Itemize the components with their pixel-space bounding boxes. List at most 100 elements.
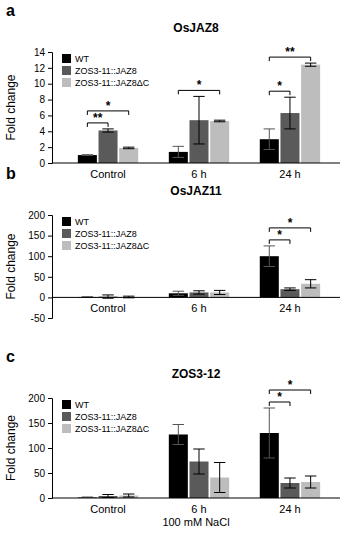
x-tick: Control	[90, 297, 125, 314]
x-axis: Control 6 h 24 h	[52, 498, 340, 515]
y-tick-label: 2	[39, 142, 45, 153]
y-tick-mark	[48, 473, 52, 474]
legend-label: ZOS3-11::JAZ8	[75, 412, 137, 422]
y-tick-mark	[48, 215, 52, 216]
significance-label: **	[93, 111, 103, 125]
y-tick: 12	[34, 63, 52, 74]
error-bar	[123, 494, 134, 497]
y-tick-mark	[48, 236, 52, 237]
error-bar	[284, 478, 295, 488]
x-tick-label: 24 h	[279, 168, 300, 180]
x-axis: Control 6 h 24 h	[52, 163, 340, 180]
significance-label: *	[277, 79, 282, 93]
legend-swatch	[62, 400, 71, 409]
y-tick-label: 150	[28, 230, 45, 241]
x-tick-label: 24 h	[279, 302, 300, 314]
legend-swatch	[62, 66, 71, 75]
y-tick: -50	[31, 313, 52, 324]
x-tick-label: 24 h	[279, 503, 300, 515]
y-tick: 150	[28, 230, 52, 241]
x-tick: 24 h	[279, 297, 300, 314]
y-tick-mark	[48, 297, 52, 298]
y-tick-label: 4	[39, 126, 45, 137]
legend-swatch	[62, 78, 71, 87]
legend-label: ZOS3-11::JAZ8ΔC	[75, 424, 150, 434]
legend-swatch	[62, 424, 71, 433]
panel: aOsJAZ8Fold change02468101214Control6 h2…	[4, 2, 340, 180]
x-tick: 24 h	[279, 163, 300, 180]
y-tick-label: 100	[28, 443, 45, 454]
x-tick-label: 6 h	[191, 168, 206, 180]
bar	[210, 121, 229, 163]
legend-swatch	[62, 412, 71, 421]
y-tick: 100	[28, 443, 52, 454]
y-tick-label: -50	[31, 313, 46, 324]
x-tick: 6 h	[191, 297, 206, 314]
legend-swatch	[62, 217, 71, 226]
y-tick: 8	[39, 94, 52, 105]
y-tick: 150	[28, 418, 52, 429]
y-tick: 4	[39, 126, 52, 137]
error-bar	[264, 246, 275, 267]
y-tick: 0	[39, 493, 52, 504]
y-tick: 200	[28, 393, 52, 404]
error-bar	[214, 463, 225, 493]
significance-label: *	[288, 216, 293, 230]
y-tick: 0	[39, 292, 52, 303]
y-tick: 6	[39, 110, 52, 121]
x-axis-line	[52, 297, 340, 298]
error-bar	[173, 291, 184, 295]
bar	[119, 148, 138, 163]
y-tick-label: 0	[39, 158, 45, 169]
y-axis-title: Fold change	[4, 74, 18, 140]
x-tick: Control	[90, 163, 125, 180]
y-tick-label: 8	[39, 94, 45, 105]
error-bar	[305, 63, 316, 66]
y-tick-mark	[48, 163, 52, 164]
error-bar	[173, 146, 184, 157]
error-bar	[193, 291, 204, 294]
y-tick-mark	[48, 318, 52, 319]
x-axis-line	[52, 163, 340, 164]
legend-label: WT	[75, 217, 89, 227]
legend-label: ZOS3-11::JAZ8ΔC	[75, 241, 150, 251]
significance-label: *	[197, 78, 202, 92]
y-tick-mark	[48, 147, 52, 148]
y-axis-title: Fold change	[4, 415, 18, 481]
y-tick-mark	[48, 277, 52, 278]
y-tick-mark	[48, 52, 52, 53]
y-axis: 050100150200	[28, 393, 52, 504]
x-axis-line	[52, 498, 340, 499]
y-tick-label: 10	[34, 78, 46, 89]
error-bar	[284, 288, 295, 290]
error-bar	[173, 425, 184, 445]
x-tick: 6 h	[191, 498, 206, 515]
x-tick-label: 6 h	[191, 302, 206, 314]
error-bar	[305, 280, 316, 288]
significance-label: **	[285, 45, 295, 59]
error-bar	[214, 290, 225, 294]
y-axis-title: Fold change	[4, 233, 18, 299]
y-tick-label: 150	[28, 418, 45, 429]
legend-swatch	[62, 229, 71, 238]
significance-label: *	[277, 390, 282, 404]
y-tick: 2	[39, 142, 52, 153]
y-tick: 14	[34, 47, 52, 58]
error-bar	[102, 129, 113, 132]
y-axis: 0 2 4 6 8 10 12 14	[34, 47, 53, 169]
y-tick-label: 100	[28, 251, 45, 262]
error-bar	[264, 129, 275, 150]
legend-label: WT	[75, 400, 89, 410]
x-tick-label: 6 h	[191, 503, 206, 515]
bar	[78, 155, 97, 163]
y-tick-mark	[48, 398, 52, 399]
x-tick-label: Control	[90, 503, 125, 515]
legend-swatch	[62, 241, 71, 250]
bar	[99, 130, 118, 163]
error-bar	[214, 120, 225, 122]
legend-swatch	[62, 54, 71, 63]
x-tick: 24 h	[279, 498, 300, 515]
significance-label: *	[277, 228, 282, 242]
legend-label: ZOS3-11::JAZ8	[75, 229, 137, 239]
y-axis: -50050100150200	[28, 210, 52, 324]
